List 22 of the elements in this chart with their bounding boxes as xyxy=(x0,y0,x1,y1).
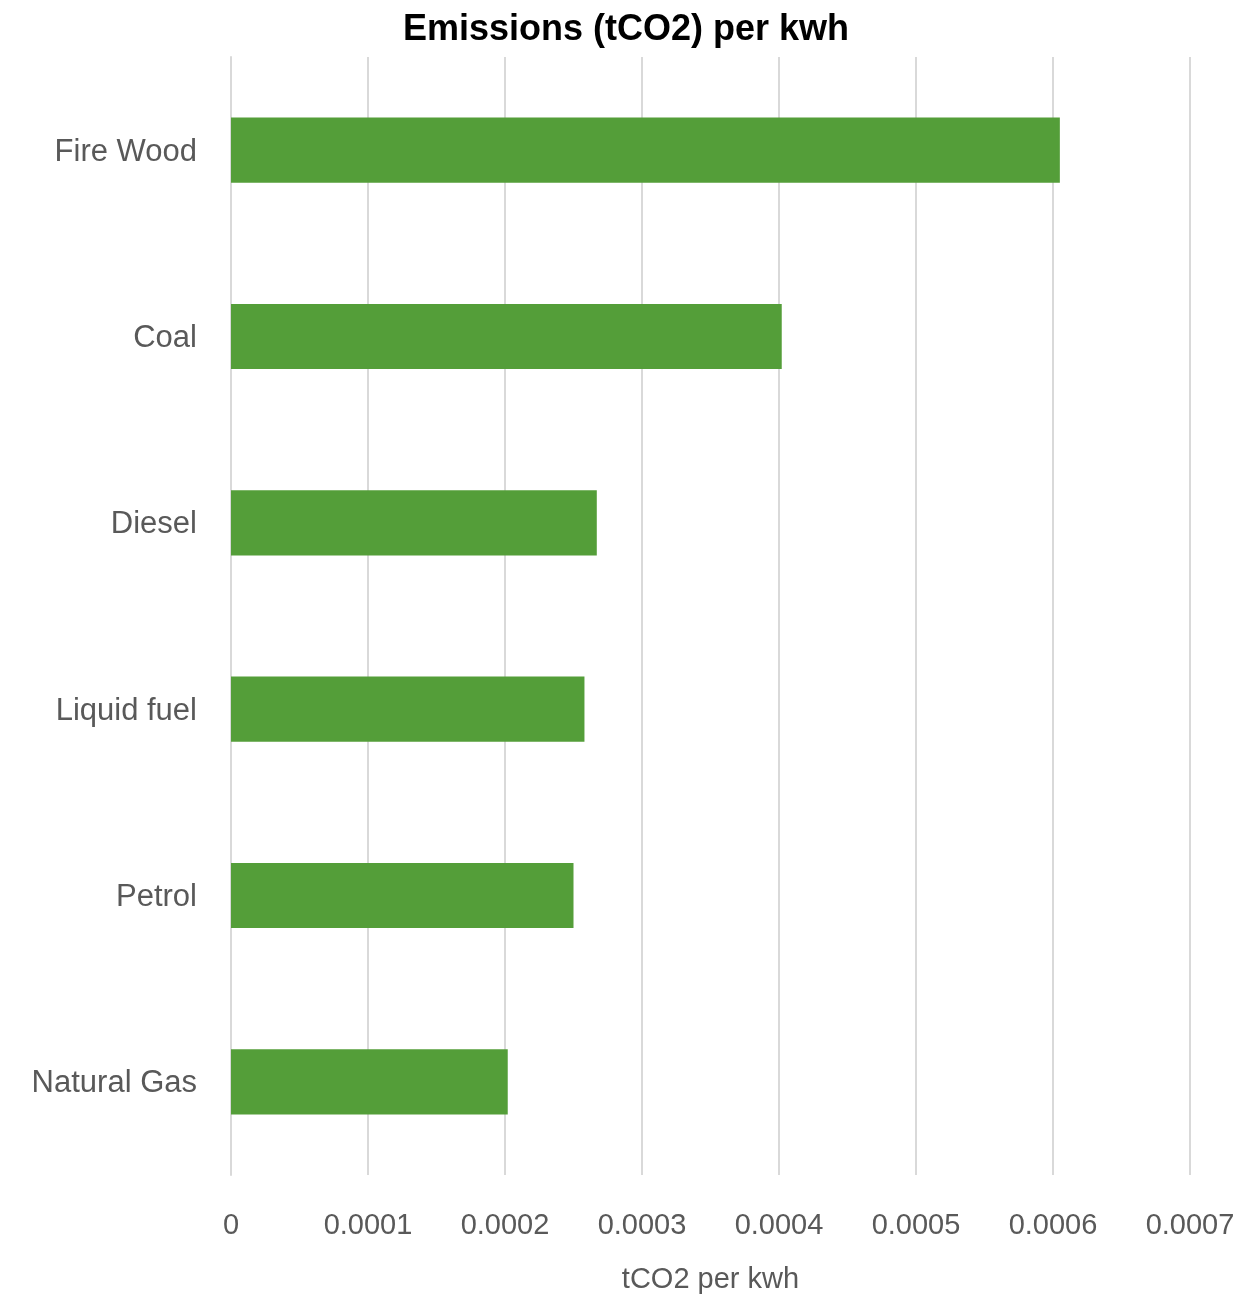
bar xyxy=(231,676,585,742)
bar xyxy=(231,303,782,370)
y-tick-label: Diesel xyxy=(110,505,197,541)
x-tick-label: 0.0006 xyxy=(1008,1207,1098,1240)
y-tick-label: Fire Wood xyxy=(54,132,197,168)
x-tick-label: 0 xyxy=(222,1207,240,1240)
y-tick-label: Liquid fuel xyxy=(55,691,197,727)
y-tick-label: Coal xyxy=(133,319,197,354)
bar xyxy=(231,862,574,929)
x-tick-label: 0.0005 xyxy=(871,1207,961,1240)
y-tick-label: Natural Gas xyxy=(31,1064,197,1100)
x-tick-label: 0.0001 xyxy=(323,1207,413,1240)
x-axis-title: tCO2 per kwh xyxy=(621,1261,800,1294)
x-tick-label: 0.0007 xyxy=(1145,1207,1235,1240)
y-tick-label: Petrol xyxy=(116,878,197,913)
bar xyxy=(231,117,1060,183)
x-tick-label: 0.0002 xyxy=(460,1207,550,1240)
x-tick-label: 0.0003 xyxy=(597,1207,687,1240)
bar xyxy=(231,1049,508,1115)
x-tick-label: 0.0004 xyxy=(734,1207,824,1240)
bar xyxy=(231,490,597,556)
chart-title: Emissions (tCO2) per kwh xyxy=(402,6,850,48)
